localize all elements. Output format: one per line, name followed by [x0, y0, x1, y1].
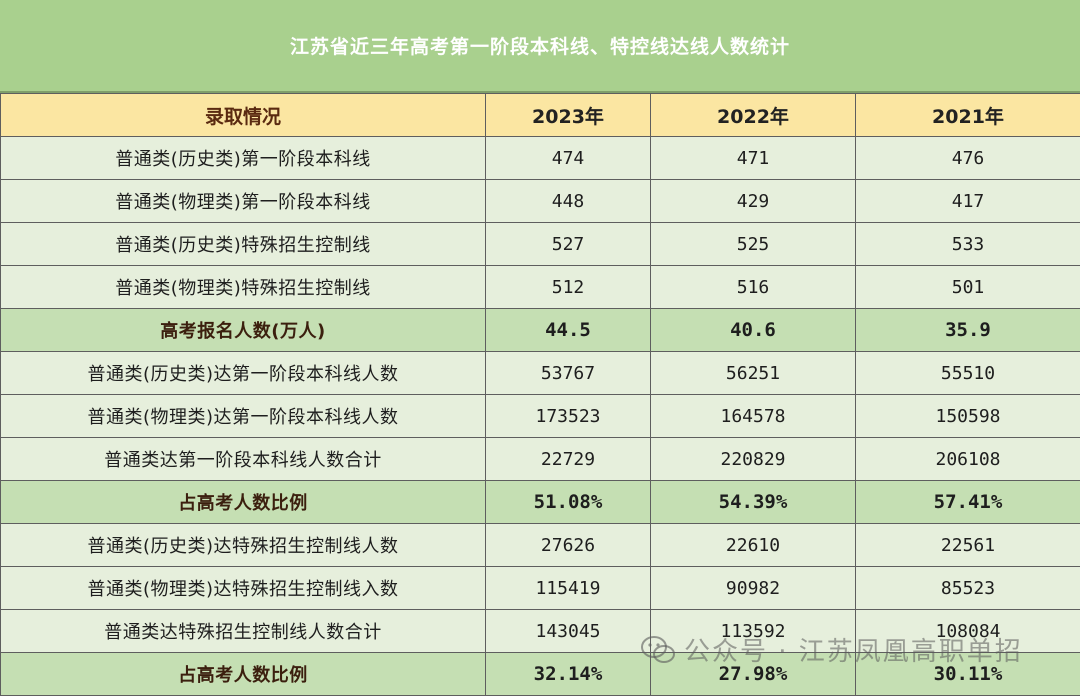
value-cell: 55510	[856, 352, 1080, 395]
table-row: 普通类(历史类)特殊招生控制线 527 525 533	[1, 223, 1080, 266]
value-cell: 32.14%	[486, 653, 651, 696]
value-cell: 527	[486, 223, 651, 266]
value-cell: 533	[856, 223, 1080, 266]
value-cell: 51.08%	[486, 481, 651, 524]
value-cell: 30.11%	[856, 653, 1080, 696]
value-cell: 525	[651, 223, 856, 266]
row-label: 普通类达第一阶段本科线人数合计	[1, 438, 486, 481]
row-label: 普通类(历史类)特殊招生控制线	[1, 223, 486, 266]
value-cell: 40.6	[651, 309, 856, 352]
header-year-cell: 2023年	[486, 94, 651, 137]
value-cell: 471	[651, 137, 856, 180]
value-cell: 115419	[486, 567, 651, 610]
table-row: 普通类达第一阶段本科线人数合计 22729 220829 206108	[1, 438, 1080, 481]
row-label: 普通类(物理类)特殊招生控制线	[1, 266, 486, 309]
value-cell: 173523	[486, 395, 651, 438]
value-cell: 108084	[856, 610, 1080, 653]
table-row: 普通类(物理类)特殊招生控制线 512 516 501	[1, 266, 1080, 309]
value-cell: 220829	[651, 438, 856, 481]
stats-table: 录取情况 2023年 2022年 2021年 普通类(历史类)第一阶段本科线 4…	[0, 93, 1080, 696]
value-cell: 501	[856, 266, 1080, 309]
value-cell: 85523	[856, 567, 1080, 610]
value-cell: 44.5	[486, 309, 651, 352]
header-year-cell: 2021年	[856, 94, 1080, 137]
value-cell: 143045	[486, 610, 651, 653]
value-cell: 164578	[651, 395, 856, 438]
value-cell: 206108	[856, 438, 1080, 481]
table-title-text: 江苏省近三年高考第一阶段本科线、特控线达线人数统计	[290, 32, 790, 59]
value-cell: 27626	[486, 524, 651, 567]
header-label-cell: 录取情况	[1, 94, 486, 137]
value-cell: 512	[486, 266, 651, 309]
value-cell: 22561	[856, 524, 1080, 567]
value-cell: 429	[651, 180, 856, 223]
table-row: 普通类(物理类)达特殊招生控制线入数 115419 90982 85523	[1, 567, 1080, 610]
summary-row: 占高考人数比例 51.08% 54.39% 57.41%	[1, 481, 1080, 524]
value-cell: 448	[486, 180, 651, 223]
value-cell: 516	[651, 266, 856, 309]
value-cell: 113592	[651, 610, 856, 653]
header-year-cell: 2022年	[651, 94, 856, 137]
value-cell: 476	[856, 137, 1080, 180]
value-cell: 417	[856, 180, 1080, 223]
table-title: 江苏省近三年高考第一阶段本科线、特控线达线人数统计	[0, 0, 1080, 93]
value-cell: 54.39%	[651, 481, 856, 524]
row-label: 普通类达特殊招生控制线人数合计	[1, 610, 486, 653]
summary-row: 占高考人数比例 32.14% 27.98% 30.11%	[1, 653, 1080, 696]
row-label: 占高考人数比例	[1, 481, 486, 524]
row-label: 高考报名人数(万人)	[1, 309, 486, 352]
value-cell: 474	[486, 137, 651, 180]
value-cell: 150598	[856, 395, 1080, 438]
row-label: 普通类(物理类)达第一阶段本科线人数	[1, 395, 486, 438]
row-label: 普通类(物理类)达特殊招生控制线入数	[1, 567, 486, 610]
summary-row: 高考报名人数(万人) 44.5 40.6 35.9	[1, 309, 1080, 352]
table-row: 普通类(物理类)第一阶段本科线 448 429 417	[1, 180, 1080, 223]
value-cell: 53767	[486, 352, 651, 395]
table-row: 普通类(历史类)达特殊招生控制线人数 27626 22610 22561	[1, 524, 1080, 567]
value-cell: 56251	[651, 352, 856, 395]
row-label: 普通类(历史类)达特殊招生控制线人数	[1, 524, 486, 567]
row-label: 占高考人数比例	[1, 653, 486, 696]
header-row: 录取情况 2023年 2022年 2021年	[1, 94, 1080, 137]
table-row: 普通类(历史类)达第一阶段本科线人数 53767 56251 55510	[1, 352, 1080, 395]
value-cell: 57.41%	[856, 481, 1080, 524]
table-row: 普通类(历史类)第一阶段本科线 474 471 476	[1, 137, 1080, 180]
row-label: 普通类(物理类)第一阶段本科线	[1, 180, 486, 223]
table-row: 普通类(物理类)达第一阶段本科线人数 173523 164578 150598	[1, 395, 1080, 438]
value-cell: 35.9	[856, 309, 1080, 352]
table-row: 普通类达特殊招生控制线人数合计 143045 113592 108084	[1, 610, 1080, 653]
value-cell: 27.98%	[651, 653, 856, 696]
row-label: 普通类(历史类)达第一阶段本科线人数	[1, 352, 486, 395]
value-cell: 22610	[651, 524, 856, 567]
row-label: 普通类(历史类)第一阶段本科线	[1, 137, 486, 180]
value-cell: 22729	[486, 438, 651, 481]
value-cell: 90982	[651, 567, 856, 610]
